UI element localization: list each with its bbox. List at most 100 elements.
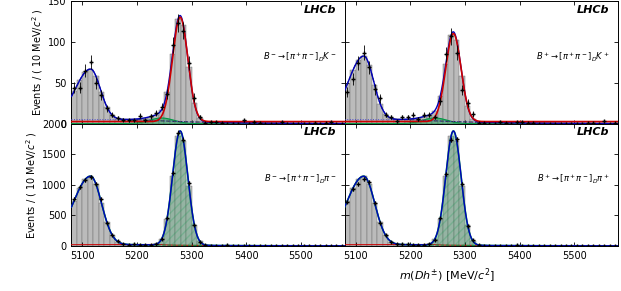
Bar — [165, 92, 170, 124]
Bar — [110, 115, 115, 124]
Bar — [126, 244, 132, 246]
Bar — [120, 119, 126, 124]
Text: LHCb: LHCb — [577, 5, 610, 15]
Bar — [405, 245, 410, 246]
Bar — [372, 85, 378, 124]
Bar — [88, 176, 93, 246]
Bar — [252, 123, 257, 124]
Bar — [383, 114, 388, 124]
Bar — [175, 19, 181, 124]
Bar — [257, 123, 263, 124]
Bar — [197, 241, 202, 246]
Bar — [301, 123, 306, 124]
Bar — [290, 123, 296, 124]
Bar — [279, 123, 284, 124]
Bar — [306, 123, 312, 124]
Bar — [552, 123, 558, 124]
Bar — [378, 222, 383, 246]
Bar — [421, 245, 427, 246]
Bar — [132, 245, 137, 246]
Bar — [558, 123, 563, 124]
Bar — [175, 136, 181, 246]
Bar — [460, 186, 465, 246]
Bar — [296, 123, 301, 124]
Bar — [497, 123, 503, 124]
Bar — [530, 123, 536, 124]
Bar — [93, 184, 99, 246]
Bar — [361, 56, 366, 124]
Bar — [132, 119, 137, 124]
Bar — [410, 119, 415, 124]
Bar — [427, 244, 432, 246]
Text: LHCb: LHCb — [304, 5, 337, 15]
Bar — [214, 123, 219, 124]
Bar — [71, 200, 77, 246]
Bar — [536, 123, 542, 124]
Bar — [115, 242, 120, 246]
Bar — [104, 222, 110, 246]
Bar — [263, 123, 268, 124]
Bar — [197, 118, 202, 124]
Bar — [192, 225, 197, 246]
Bar — [421, 116, 427, 124]
Bar — [104, 107, 110, 124]
Bar — [170, 176, 175, 246]
Bar — [443, 64, 448, 124]
Bar — [443, 176, 448, 246]
Bar — [438, 96, 443, 124]
Text: $B^-\!\to[\pi^+\pi^-]_D\pi^-$: $B^-\!\to[\pi^+\pi^-]_D\pi^-$ — [263, 173, 337, 186]
Bar — [410, 245, 415, 246]
Bar — [159, 110, 165, 124]
Bar — [202, 245, 208, 246]
Bar — [230, 123, 235, 124]
Bar — [186, 67, 192, 124]
Bar — [438, 219, 443, 246]
Bar — [71, 91, 77, 124]
Bar — [574, 123, 579, 124]
Bar — [432, 111, 438, 124]
Bar — [93, 76, 99, 124]
Bar — [415, 118, 421, 124]
Bar — [99, 92, 104, 124]
Bar — [153, 244, 159, 246]
Bar — [454, 141, 460, 246]
Text: LHCb: LHCb — [577, 127, 610, 137]
Bar — [186, 186, 192, 246]
Bar — [525, 123, 530, 124]
Bar — [394, 119, 399, 124]
Text: $B^+\!\to[\pi^+\pi^-]_D\pi^+$: $B^+\!\to[\pi^+\pi^-]_D\pi^+$ — [537, 173, 610, 186]
Bar — [356, 180, 361, 246]
Y-axis label: Events / ( 10 MeV/$c^{2}$ ): Events / ( 10 MeV/$c^{2}$ ) — [24, 131, 39, 239]
Bar — [219, 123, 224, 124]
Bar — [268, 123, 274, 124]
Bar — [224, 123, 230, 124]
Bar — [476, 122, 481, 124]
Bar — [247, 123, 252, 124]
Bar — [77, 188, 83, 246]
Bar — [563, 123, 569, 124]
Bar — [383, 235, 388, 246]
Bar — [547, 123, 552, 124]
Bar — [181, 141, 186, 246]
Bar — [399, 119, 405, 124]
Bar — [181, 25, 186, 124]
Bar — [579, 123, 585, 124]
Bar — [345, 84, 350, 124]
Bar — [142, 118, 148, 124]
Text: $B^+\!\to[\pi^+\pi^-]_D K^+$: $B^+\!\to[\pi^+\pi^-]_D K^+$ — [536, 50, 610, 63]
Bar — [569, 123, 574, 124]
Bar — [192, 103, 197, 124]
Bar — [432, 239, 438, 246]
Text: $m(Dh^{\pm})$ [MeV/$c^{2}$]: $m(Dh^{\pm})$ [MeV/$c^{2}$] — [399, 267, 495, 285]
Bar — [399, 244, 405, 246]
Bar — [542, 123, 547, 124]
Bar — [394, 244, 399, 246]
Bar — [83, 180, 88, 246]
Bar — [202, 122, 208, 124]
Bar — [465, 225, 470, 246]
Bar — [115, 118, 120, 124]
Bar — [361, 176, 366, 246]
Text: $B^-\!\to[\pi^+\pi^-]_D K^-$: $B^-\!\to[\pi^+\pi^-]_D K^-$ — [263, 50, 337, 63]
Bar — [465, 106, 470, 124]
Bar — [350, 188, 356, 246]
